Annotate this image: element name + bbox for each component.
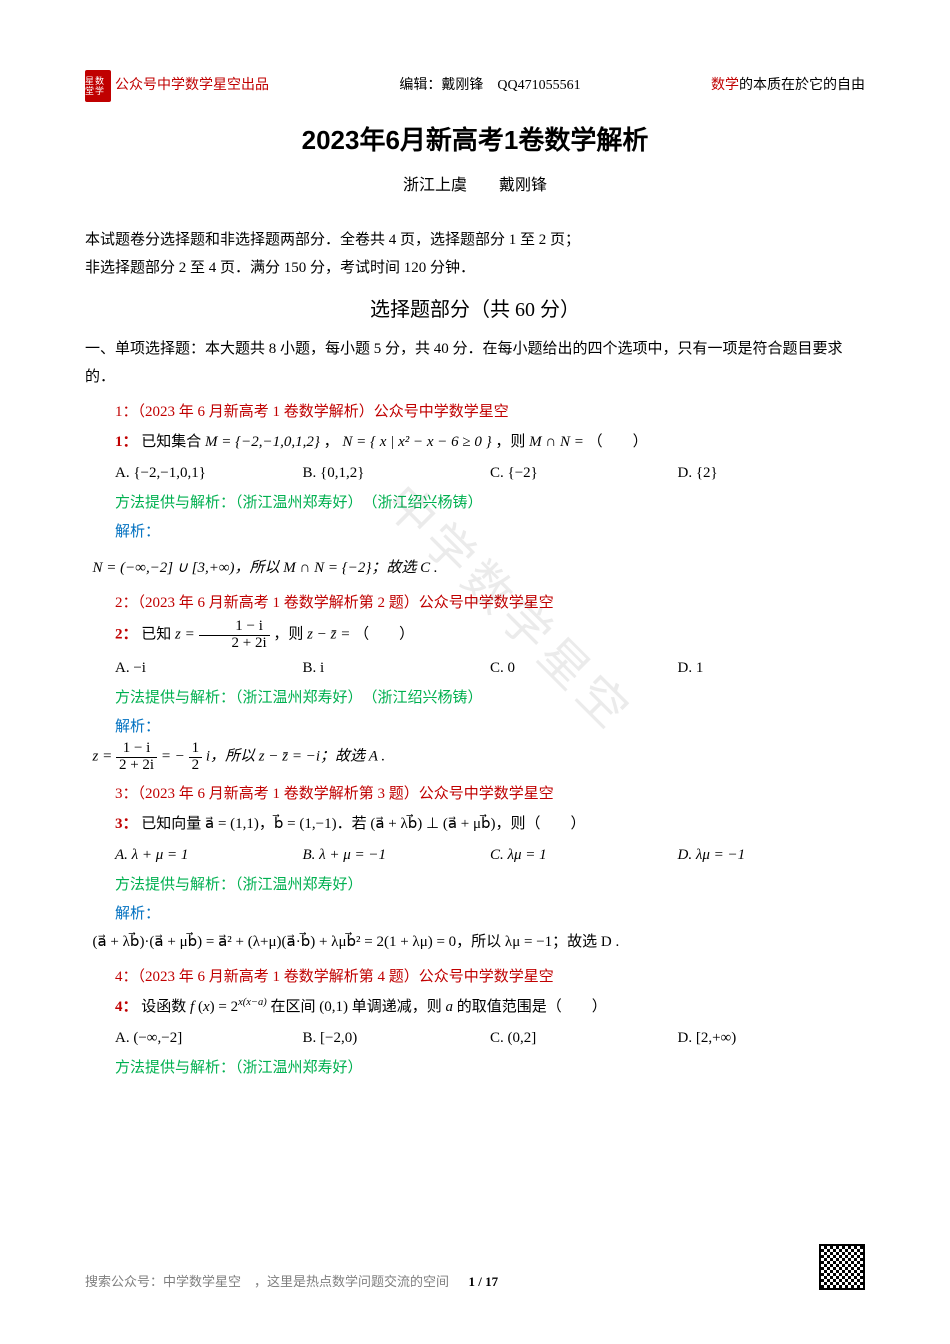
q2-choice-d: D. 1 — [678, 654, 866, 683]
q4-method: 方法提供与解析：（浙江温州郑寿好） — [85, 1054, 865, 1083]
q3-method: 方法提供与解析：（浙江温州郑寿好） — [85, 871, 865, 900]
intro-line-2: 非选择题部分 2 至 4 页．满分 150 分，考试时间 120 分钟． — [85, 254, 865, 283]
q2-frac-num: 1 − i — [199, 619, 270, 636]
q2-solution: z = 1 − i 2 + 2i = − 1 2 i，所以 z − z̄ = −… — [85, 741, 865, 774]
doc-subtitle: 浙江上虞 戴刚锋 — [85, 171, 865, 201]
q2-choice-c: C. 0 — [490, 654, 678, 683]
q1-stem-c: ， — [324, 434, 339, 450]
q2-frac-den: 2 + 2i — [199, 636, 270, 652]
q3-num: 3： — [115, 816, 138, 832]
footer-page: 1 / 17 — [469, 1274, 499, 1289]
logo-text: 星数堂学 — [85, 76, 111, 96]
q1-choice-c: C. {−2} — [490, 459, 678, 488]
q2-tag: 2：（2023 年 6 月新高考 1 卷数学解析第 2 题）公众号中学数学星空 — [85, 589, 865, 618]
instructions: 一、单项选择题：本大题共 8 小题，每小题 5 分，共 40 分．在每小题给出的… — [85, 335, 865, 392]
q1-choice-a: A. {−2,−1,0,1} — [115, 459, 303, 488]
q2-sol-mid: = − — [161, 749, 185, 765]
q4-num: 4： — [115, 999, 138, 1015]
q1-num: 1： — [115, 434, 138, 450]
q4-tag: 4：（2023 年 6 月新高考 1 卷数学解析第 4 题）公众号中学数学星空 — [85, 963, 865, 992]
q1-stem-f: M ∩ N = — [529, 434, 587, 450]
q1-choice-b: B. {0,1,2} — [303, 459, 491, 488]
doc-title: 2023年6月新高考1卷数学解析 — [85, 116, 865, 165]
q4-choices: A. (−∞,−2] B. [−2,0) C. (0,2] D. [2,+∞) — [85, 1024, 865, 1053]
q2-zz: z − z̄ = — [307, 627, 354, 643]
page-footer: 搜索公众号：中学数学星空 ，这里是热点数学问题交流的空间 1 / 17 — [85, 1244, 865, 1290]
q3-choice-d: D. λμ = −1 — [678, 841, 866, 870]
footer-text: 搜索公众号：中学数学星空 ，这里是热点数学问题交流的空间 1 / 17 — [85, 1271, 498, 1290]
header-right-prefix: 数学 — [711, 78, 739, 93]
q3-stem: 已知向量 a⃗ = (1,1)，b⃗ = (1,−1)．若 (a⃗ + λb⃗)… — [141, 816, 585, 832]
q2-sol-label: 解析： — [85, 713, 865, 742]
q1-sol-label: 解析： — [85, 518, 865, 547]
q1-stem-b: M = {−2,−1,0,1,2} — [205, 434, 320, 450]
q2-stem-e: （ ） — [354, 627, 414, 643]
q2-frac: 1 − i 2 + 2i — [199, 619, 270, 652]
q1-method: 方法提供与解析：（浙江温州郑寿好） （浙江绍兴杨铸） — [85, 489, 865, 518]
q2-sol-pre: z = — [93, 749, 116, 765]
q4-choice-b: B. [−2,0) — [303, 1024, 491, 1053]
header-right-rest: 的本质在於它的自由 — [739, 78, 865, 93]
q3-body: 3： 已知向量 a⃗ = (1,1)，b⃗ = (1,−1)．若 (a⃗ + λ… — [85, 810, 865, 839]
qr-code-icon — [819, 1244, 865, 1290]
q2-choice-a: A. −i — [115, 654, 303, 683]
header-left-text: 公众号中学数学星空出品 — [115, 73, 269, 100]
q1-body: 1： 已知集合 M = {−2,−1,0,1,2} ， N = { x | x²… — [85, 428, 865, 457]
q3-choices: A. λ + μ = 1 B. λ + μ = −1 C. λμ = 1 D. … — [85, 841, 865, 870]
page: 星数堂学 公众号中学数学星空出品 编辑：戴刚锋 QQ471055561 数学的本… — [0, 0, 950, 1133]
q2-sol-frac1: 1 − i 2 + 2i — [116, 741, 157, 774]
q1-choice-d: D. {2} — [678, 459, 866, 488]
page-header: 星数堂学 公众号中学数学星空出品 编辑：戴刚锋 QQ471055561 数学的本… — [85, 70, 865, 102]
q1-stem-d: N = { x | x² − x − 6 ≥ 0 } — [342, 434, 491, 450]
q1-choices: A. {−2,−1,0,1} B. {0,1,2} C. {−2} D. {2} — [85, 459, 865, 488]
q1-stem-g: （ ） — [588, 434, 648, 450]
q2-choices: A. −i B. i C. 0 D. 1 — [85, 654, 865, 683]
q2-stem-c: ，则 — [273, 627, 307, 643]
header-right: 数学的本质在於它的自由 — [711, 73, 865, 100]
q1-stem-e: ，则 — [495, 434, 529, 450]
q2-body: 2： 已知 z = 1 − i 2 + 2i ，则 z − z̄ = （ ） — [85, 619, 865, 652]
q4-stem: 设函数 f (x) = 2x(x−a) 在区间 (0,1) 单调递减，则 a 的… — [141, 999, 607, 1015]
header-center: 编辑：戴刚锋 QQ471055561 — [399, 73, 580, 100]
q4-body: 4： 设函数 f (x) = 2x(x−a) 在区间 (0,1) 单调递减，则 … — [85, 993, 865, 1022]
logo-badge: 星数堂学 — [85, 70, 111, 102]
q4-choice-c: C. (0,2] — [490, 1024, 678, 1053]
section-title: 选择题部分（共 60 分） — [85, 291, 865, 329]
intro-line-1: 本试题卷分选择题和非选择题两部分．全卷共 4 页，选择题部分 1 至 2 页； — [85, 226, 865, 255]
q2-num: 2： — [115, 627, 138, 643]
q3-tag: 3：（2023 年 6 月新高考 1 卷数学解析第 3 题）公众号中学数学星空 — [85, 780, 865, 809]
q2-choice-b: B. i — [303, 654, 491, 683]
q3-solution: (a⃗ + λb⃗)·(a⃗ + μb⃗) = a⃗² + (λ+μ)(a⃗·b… — [85, 928, 865, 957]
q3-choice-a: A. λ + μ = 1 — [115, 841, 303, 870]
footer-left: 搜索公众号：中学数学星空 ，这里是热点数学问题交流的空间 — [85, 1274, 449, 1289]
q2-sol-post: i，所以 z − z̄ = −i；故选 A . — [206, 749, 385, 765]
q1-solution: N = (−∞,−2] ∪ [3,+∞)，所以 M ∩ N = {−2}；故选 … — [85, 554, 865, 583]
q4-choice-d: D. [2,+∞) — [678, 1024, 866, 1053]
header-left: 星数堂学 公众号中学数学星空出品 — [85, 70, 269, 102]
q2-z: z = — [175, 627, 198, 643]
q3-choice-b: B. λ + μ = −1 — [303, 841, 491, 870]
q1-sol-text: N = (−∞,−2] ∪ [3,+∞)，所以 M ∩ N = {−2}；故选 … — [93, 560, 438, 576]
q2-sol-half: 1 2 — [189, 741, 203, 774]
q4-choice-a: A. (−∞,−2] — [115, 1024, 303, 1053]
q1-stem-a: 已知集合 — [141, 434, 205, 450]
q2-method: 方法提供与解析：（浙江温州郑寿好） （浙江绍兴杨铸） — [85, 684, 865, 713]
q1-tag: 1：（2023 年 6 月新高考 1 卷数学解析）公众号中学数学星空 — [85, 398, 865, 427]
q2-stem-a: 已知 — [141, 627, 175, 643]
q3-sol-label: 解析： — [85, 900, 865, 929]
q3-choice-c: C. λμ = 1 — [490, 841, 678, 870]
